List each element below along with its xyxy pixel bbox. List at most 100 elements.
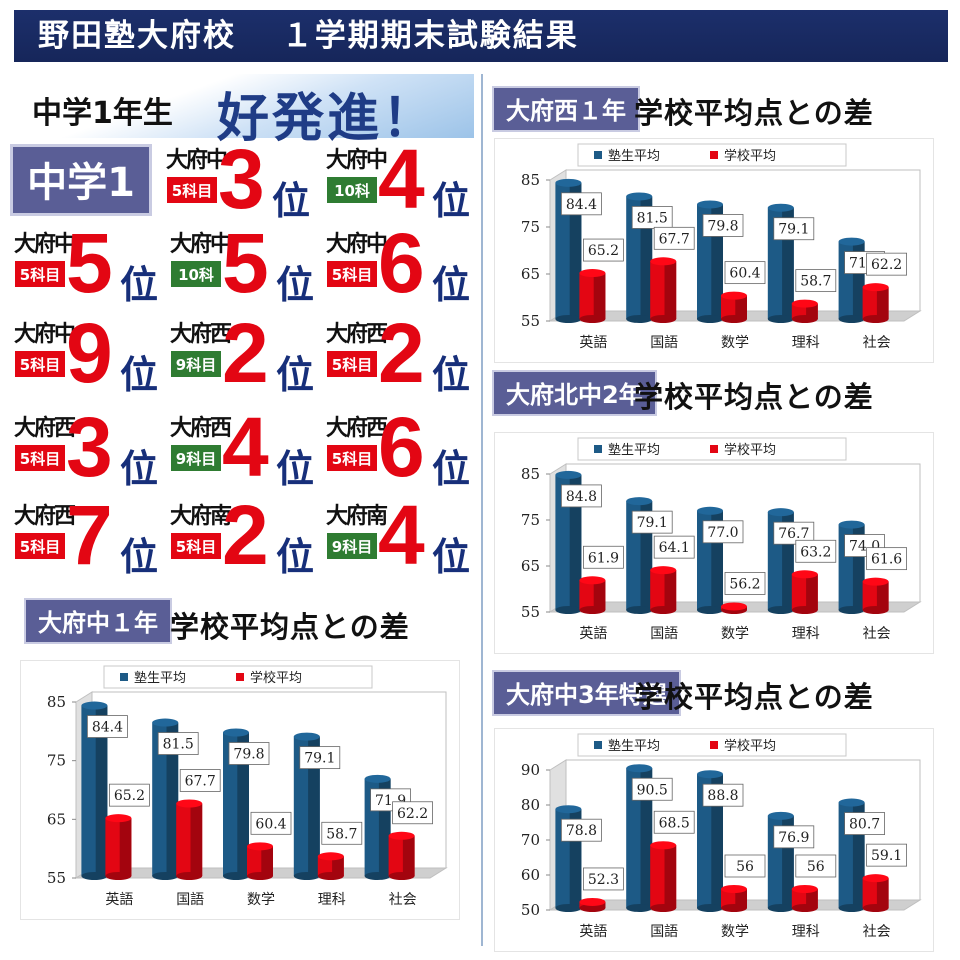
data-label-box [392, 801, 434, 825]
data-label: 63.2 [795, 539, 837, 563]
rank-school: 大府南 [170, 504, 232, 529]
legend-label: 学校平均 [724, 738, 776, 754]
bar-cap [579, 897, 606, 906]
data-label-text: 79.1 [778, 222, 809, 238]
rank-school: 大府中 [14, 232, 76, 257]
bar-cap [223, 728, 249, 737]
rank-number: 7 [66, 488, 113, 582]
rank-suffix: 位 [432, 263, 471, 307]
bar-base [697, 315, 723, 323]
data-label-box [299, 746, 341, 770]
rank-subjects: 5科目 [166, 176, 218, 204]
grade-badge: 中学1年 [10, 144, 152, 278]
bar-cap [838, 798, 865, 807]
rank-suffix: 位 [276, 447, 315, 491]
bar-cap [626, 764, 653, 773]
bar-cap [364, 774, 391, 783]
rank-suffix: 位 [276, 263, 315, 307]
rank-subjects: 10科目 [170, 260, 222, 312]
bar-cap [555, 470, 582, 479]
rank-card: 大府西 5科目 7 位 [10, 490, 160, 582]
data-label-box [795, 854, 837, 878]
bar-shade [664, 570, 677, 610]
bar [317, 852, 344, 880]
bar-base [838, 606, 865, 614]
bar-shade [735, 889, 747, 908]
data-label: 90.5 [631, 777, 673, 801]
legend-swatch [594, 741, 602, 749]
bar-base [862, 315, 889, 323]
rank-school: 大府南 [326, 504, 388, 529]
data-label-text: 84.4 [92, 720, 123, 736]
data-label-text: 81.5 [163, 737, 194, 753]
bar-cap [152, 718, 179, 727]
section-badge-odai-1: 大府中１年 [24, 598, 172, 644]
bar [579, 897, 606, 912]
rank-card: 大府西 5科目 3 位 [10, 402, 160, 494]
bar-base [626, 315, 653, 323]
rank-suffix: 位 [432, 447, 471, 491]
bar [862, 577, 889, 614]
rank-number: 2 [222, 306, 269, 400]
data-label-box [653, 226, 695, 250]
bar-base [247, 872, 273, 880]
data-label: 56 [795, 854, 837, 878]
y-tick-label: 65 [47, 810, 66, 828]
bar-shade [782, 512, 794, 610]
bar-shade [852, 524, 865, 610]
legend-label: 学校平均 [250, 670, 302, 686]
data-label: 79.8 [228, 742, 270, 765]
bar-base [223, 872, 249, 880]
data-label: 64.1 [653, 535, 695, 559]
bar-cap [767, 203, 794, 212]
data-label-box [773, 521, 815, 545]
data-label-box [795, 269, 837, 293]
rank-suffix: 位 [120, 263, 159, 307]
rank-subjects: 5科目 [326, 444, 378, 472]
bar-cap [626, 192, 653, 201]
x-tick-label: 理科 [318, 892, 346, 908]
chart-legend: 塾生平均 学校平均 [577, 733, 847, 757]
bar-base [697, 904, 723, 912]
data-label-text: 79.8 [233, 747, 264, 763]
bar-shade [261, 846, 273, 876]
bar-cap [721, 602, 747, 611]
bar-cap [176, 799, 203, 808]
rank-school: 大府中 [14, 322, 76, 347]
section-badge-odai-3-tokusen: 大府中3年特選 [492, 670, 681, 716]
bar-base [176, 872, 203, 880]
rank-suffix: 位 [432, 353, 471, 397]
bar-shade [711, 204, 723, 319]
headline: 中学1年生 好発進！ [12, 74, 474, 149]
data-label-text: 58.7 [800, 274, 831, 290]
data-label-text: 90.5 [637, 782, 668, 798]
x-tick-label: 社会 [863, 626, 891, 642]
x-tick-label: 社会 [863, 335, 891, 351]
bar-shade [378, 778, 391, 876]
bar-base [152, 872, 179, 880]
data-label-text: 52.3 [588, 872, 619, 888]
bar [697, 506, 723, 614]
data-label: 79.1 [299, 746, 341, 770]
y-tick-label: 65 [521, 557, 540, 575]
data-label: 60.4 [250, 811, 292, 835]
data-label: 84.8 [561, 484, 602, 508]
rank-suffix: 位 [276, 535, 315, 579]
rank-number: 6 [378, 216, 425, 310]
bar-base [626, 904, 653, 912]
bar-shade [593, 273, 606, 319]
legend-label: 塾生平均 [608, 442, 660, 458]
bar-shade [782, 207, 794, 319]
data-label: 58.7 [321, 821, 363, 845]
rank-subjects: 5科目 [326, 260, 378, 288]
bar-cap [697, 200, 723, 209]
bar-base [791, 904, 818, 912]
data-label-box [702, 214, 744, 237]
x-tick-label: 社会 [863, 924, 891, 940]
data-label: 60.4 [724, 261, 766, 285]
data-label: 68.5 [653, 810, 695, 834]
x-tick-label: 数学 [721, 626, 749, 642]
bar-base [579, 904, 606, 912]
data-label-text: 60.4 [729, 266, 760, 282]
